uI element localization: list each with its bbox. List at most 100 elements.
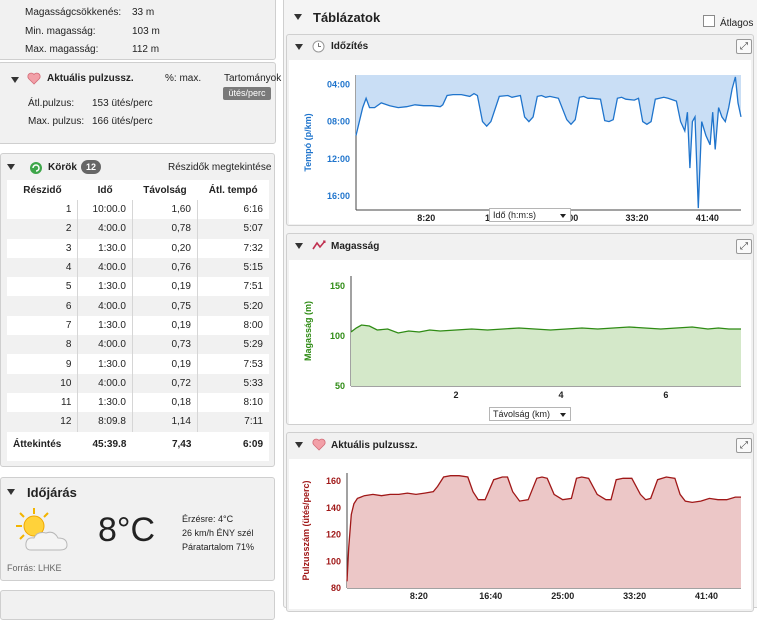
table-row[interactable]: 9 1:30.0 0,19 7:53 — [7, 354, 269, 374]
table-row[interactable]: 1 10:00.0 1,60 6:16 — [7, 200, 269, 220]
avg-hr-value: 153 ütés/perc — [92, 98, 153, 109]
lap-distance-cell: 0,78 — [131, 219, 198, 239]
humidity: Páratartalom 71% — [182, 542, 255, 552]
lap-time-cell: 8:09.8 — [77, 412, 133, 432]
lap-avg-pace-cell: 5:33 — [196, 373, 269, 393]
table-row[interactable]: 10 4:00.0 0,72 5:33 — [7, 373, 269, 393]
lap-avg-pace-cell: 5:07 — [196, 219, 269, 239]
heart-icon — [312, 438, 326, 451]
collapse-toggle-icon[interactable] — [294, 14, 302, 20]
y-tick-label: 160 — [326, 476, 341, 486]
lap-time-cell: 1:30.0 — [77, 392, 133, 413]
lap-time-cell: 4:00.0 — [77, 335, 133, 355]
y-axis-label: Pulzusszám (ütés/perc) — [301, 480, 311, 580]
lap-split-cell: 4 — [7, 257, 78, 278]
table-row[interactable]: 3 1:30.0 0,20 7:32 — [7, 238, 269, 258]
charts-title: Táblázatok — [313, 10, 381, 25]
pace-chart: 04:0008:0012:0016:008:2016:4025:0033:204… — [303, 75, 742, 223]
x-tick-label: 4 — [558, 390, 563, 400]
collapse-toggle-icon[interactable] — [295, 442, 303, 448]
y-tick-label: 100 — [330, 331, 345, 341]
lap-distance-cell: 0,19 — [131, 277, 198, 297]
lap-distance-cell: 0,19 — [131, 315, 198, 336]
view-splits-link[interactable]: Részidők megtekintése — [168, 162, 272, 173]
lap-time-cell: 1:30.0 — [77, 238, 133, 258]
lap-distance-cell: 0,76 — [131, 257, 198, 278]
lap-avg-pace-cell: 7:32 — [196, 238, 269, 258]
percent-max-toggle[interactable]: %: max. — [165, 73, 202, 84]
y-tick-label: 08:00 — [327, 117, 350, 127]
lap-avg-pace-cell: 8:10 — [196, 392, 269, 413]
lap-time-cell: 1:30.0 — [77, 354, 133, 374]
summary-distance-cell: 7,43 — [171, 439, 192, 451]
lap-split-cell: 3 — [65, 242, 72, 254]
heart-rate-chart-panel: Aktuális pulzussz. ⤢ 160 140 120 100 80 8:20 1… — [286, 432, 754, 612]
table-row[interactable]: 7 1:30.0 0,19 8:00 — [7, 315, 269, 336]
lap-time-cell: 4:00.0 — [77, 219, 133, 239]
elevation-loss-label: Magasságcsökkenés: — [25, 7, 122, 18]
collapse-toggle-icon[interactable] — [295, 44, 303, 50]
laps-table: Részidő Idő Távolság Átl. tempó 1 10:00.0… — [7, 180, 269, 458]
lap-split-cell: 12 — [7, 412, 78, 432]
laps-icon — [30, 162, 42, 174]
lap-split-cell: 5 — [65, 281, 72, 293]
table-row[interactable]: 4 4:00.0 0,76 5:15 — [7, 257, 269, 278]
elevation-chart-title: Magasság — [331, 241, 380, 252]
lap-distance-cell: 0,19 — [131, 354, 198, 374]
col-header-split[interactable]: Részidő — [23, 184, 62, 196]
y-tick-label: 140 — [326, 503, 341, 513]
lap-avg-pace-cell: 5:29 — [196, 335, 269, 355]
y-tick-label: 150 — [330, 281, 345, 291]
lap-split-cell: 11 — [61, 397, 72, 409]
collapse-toggle-icon[interactable] — [7, 489, 15, 495]
laps-panel: Körök 12 Részidők megtekintése Részidő I… — [0, 153, 275, 467]
wind: 26 km/h ÉNY szél — [182, 528, 254, 538]
temperature-value: 8°C — [98, 511, 156, 549]
elevation-chart-panel: Magasság ⤢ 150 100 50 2 4 6 Magasság (m) Távol… — [286, 233, 754, 425]
lap-distance-cell: 0,73 — [131, 335, 198, 355]
table-row[interactable]: 11 1:30.0 0,18 8:10 — [7, 392, 269, 413]
table-row[interactable]: 5 1:30.0 0,19 7:51 — [7, 277, 269, 297]
max-elevation-label: Max. magasság: — [25, 44, 99, 55]
weather-panel: Időjárás 8°C Érzésre: 4°C 26 km/h ÉNY sz… — [0, 477, 275, 581]
collapse-toggle-icon[interactable] — [11, 77, 19, 83]
y-tick-label: 80 — [331, 583, 341, 593]
x-axis-select[interactable]: Idő (h:m:s) — [489, 208, 571, 222]
lap-distance-cell: 0,18 — [131, 392, 198, 413]
x-axis-select-label: Távolság (km) — [493, 409, 551, 419]
bpm-unit-toggle[interactable]: ütés/perc — [223, 87, 271, 100]
series-area — [351, 325, 741, 386]
y-tick-label: 50 — [335, 381, 345, 391]
elevation-loss-value: 33 m — [132, 7, 155, 18]
collapse-toggle-icon[interactable] — [7, 164, 15, 170]
collapse-toggle-icon[interactable] — [295, 243, 303, 249]
table-row[interactable]: 8 4:00.0 0,73 5:29 — [7, 335, 269, 355]
table-row[interactable]: 12 8:09.8 1,14 7:11 — [7, 412, 269, 432]
summary-split-cell: Áttekintés — [13, 439, 62, 451]
average-checkbox[interactable] — [703, 15, 715, 27]
expand-icon[interactable]: ⤢ — [736, 239, 752, 254]
max-elevation-value: 112 m — [132, 44, 160, 55]
x-tick-label: 33:20 — [626, 213, 649, 223]
lap-split-cell: 7 — [65, 319, 72, 331]
heart-rate-title: Aktuális pulzussz. — [47, 73, 134, 84]
summary-avg-pace-cell: 6:09 — [242, 439, 263, 451]
expand-icon[interactable]: ⤢ — [736, 438, 752, 453]
summary-time-cell: 45:39.8 — [92, 439, 127, 451]
min-elevation-value: 103 m — [132, 26, 160, 37]
zones-toggle[interactable]: Tartományok — [224, 73, 282, 84]
col-header-time[interactable]: Idő — [97, 184, 113, 196]
table-row[interactable]: 6 4:00.0 0,75 5:20 — [7, 296, 269, 316]
x-axis-select[interactable]: Távolság (km) — [489, 407, 571, 421]
series-line — [355, 76, 742, 209]
expand-icon[interactable]: ⤢ — [736, 39, 752, 54]
series-area — [356, 75, 741, 209]
series-area — [347, 475, 741, 588]
col-header-distance[interactable]: Távolság — [143, 184, 187, 196]
series-line — [350, 324, 741, 334]
next-section-panel — [0, 590, 275, 620]
heart-rate-chart: 160 140 120 100 80 8:20 16:40 25:00 33:20 41:40 Pu… — [301, 473, 741, 601]
elevation-summary-panel: Magasságcsökkenés: 33 m Min. magasság: 1… — [0, 0, 276, 60]
col-header-avg-pace[interactable]: Átl. tempó — [208, 184, 258, 196]
table-row[interactable]: 2 4:00.0 0,78 5:07 — [7, 219, 269, 239]
